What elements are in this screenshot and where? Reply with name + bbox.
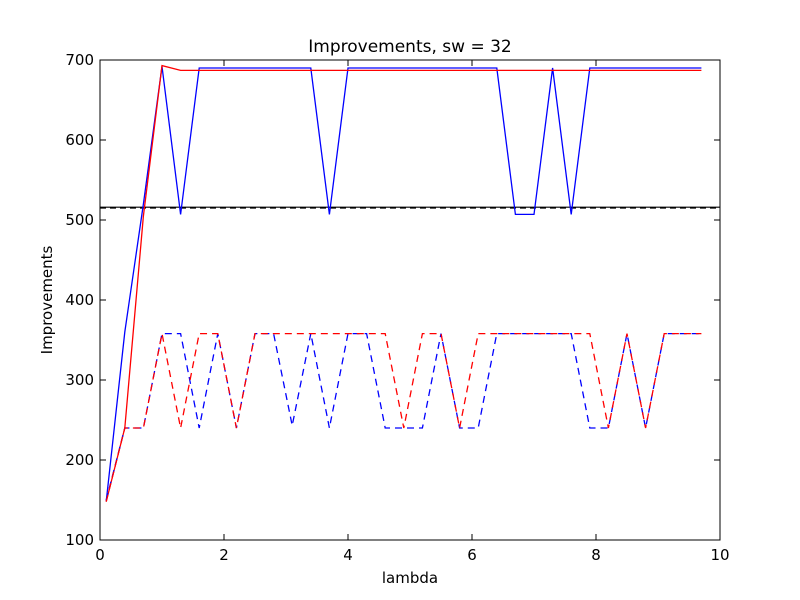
y-axis-label: Improvements xyxy=(38,245,56,354)
x-tick-label: 4 xyxy=(343,546,353,564)
y-axis-ticks: 100 200 300 400 500 600 700 xyxy=(65,51,720,549)
y-tick-label: 100 xyxy=(65,531,94,549)
chart-title: Improvements, sw = 32 xyxy=(308,37,511,57)
reference-lines xyxy=(100,206,720,209)
series-line-2 xyxy=(105,64,702,502)
x-tick-label: 10 xyxy=(710,546,729,564)
series-layer xyxy=(105,64,702,502)
x-tick-label: 0 xyxy=(95,546,105,564)
y-tick-label: 500 xyxy=(65,211,94,229)
x-tick-label: 2 xyxy=(219,546,229,564)
x-axis-ticks: 0 2 4 6 8 10 xyxy=(95,60,730,564)
x-tick-label: 8 xyxy=(591,546,601,564)
y-tick-label: 200 xyxy=(65,451,94,469)
series-line-1 xyxy=(105,66,702,502)
series-line-3 xyxy=(105,332,702,501)
y-tick-label: 300 xyxy=(65,371,94,389)
x-axis-label: lambda xyxy=(382,569,438,587)
plot-area: 0 2 4 6 8 10 100 200 300 400 500 600 700 xyxy=(65,51,729,564)
series-line-4 xyxy=(105,332,702,502)
y-tick-label: 600 xyxy=(65,131,94,149)
y-tick-label: 400 xyxy=(65,291,94,309)
x-tick-label: 6 xyxy=(467,546,477,564)
y-tick-label: 700 xyxy=(65,51,94,69)
